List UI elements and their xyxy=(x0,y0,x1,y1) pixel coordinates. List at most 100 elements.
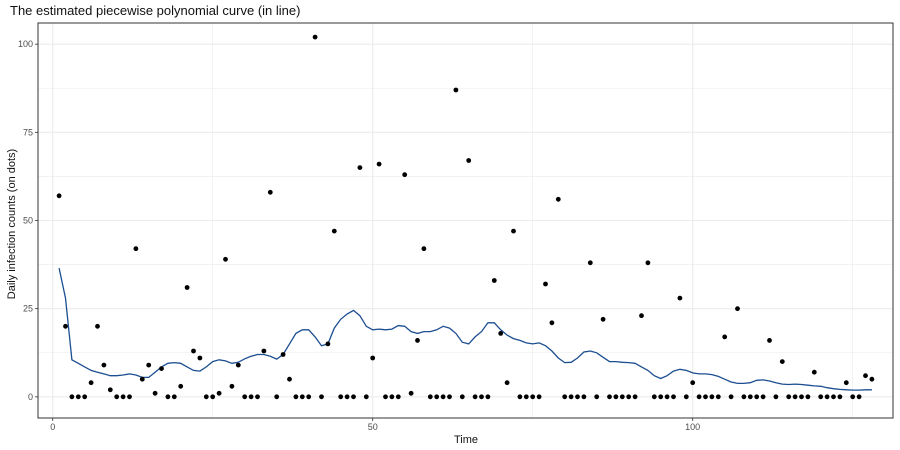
data-point xyxy=(824,394,830,400)
data-point xyxy=(319,394,324,400)
data-point xyxy=(402,172,408,178)
data-point xyxy=(261,348,267,354)
data-point xyxy=(357,165,363,171)
data-point xyxy=(491,278,497,283)
data-point xyxy=(671,394,676,400)
data-point xyxy=(325,341,331,347)
data-point xyxy=(818,394,824,400)
y-tick-label: 75 xyxy=(23,127,33,137)
data-point xyxy=(114,394,120,400)
data-point xyxy=(370,355,376,361)
data-point xyxy=(389,394,395,400)
data-point xyxy=(415,338,420,343)
data-point xyxy=(843,380,849,386)
data-point xyxy=(664,394,670,400)
data-point xyxy=(421,246,427,252)
data-point xyxy=(159,366,164,371)
data-point xyxy=(287,376,292,382)
data-point xyxy=(56,193,62,199)
data-point xyxy=(223,256,228,262)
data-point xyxy=(191,348,196,354)
data-point xyxy=(408,390,414,396)
data-point xyxy=(274,394,280,400)
data-point xyxy=(568,394,574,400)
data-point xyxy=(805,394,811,400)
data-point xyxy=(427,394,433,400)
data-point xyxy=(581,394,587,400)
data-point xyxy=(312,34,318,40)
data-point xyxy=(395,394,401,400)
data-point xyxy=(747,394,753,400)
data-point xyxy=(267,189,273,195)
data-point xyxy=(63,323,68,329)
data-point xyxy=(760,394,766,400)
data-point xyxy=(242,394,248,400)
data-point xyxy=(447,394,452,400)
data-point xyxy=(722,334,728,340)
data-point xyxy=(619,394,625,400)
data-point xyxy=(466,158,472,163)
data-point xyxy=(139,376,145,382)
data-point xyxy=(306,394,312,400)
data-point xyxy=(331,228,337,234)
data-point xyxy=(69,394,75,400)
data-point xyxy=(696,394,702,400)
data-point xyxy=(600,316,606,322)
fitted-curve-line xyxy=(58,267,872,391)
data-point xyxy=(786,394,792,400)
data-point xyxy=(229,383,235,389)
data-point xyxy=(735,306,740,312)
data-point xyxy=(607,394,612,400)
data-point xyxy=(517,394,523,400)
data-point xyxy=(850,394,856,400)
data-point xyxy=(171,394,177,400)
data-point xyxy=(555,196,561,202)
data-point xyxy=(479,394,484,400)
data-point xyxy=(248,394,254,400)
data-point xyxy=(530,394,536,400)
data-point xyxy=(383,394,388,400)
data-point xyxy=(351,394,356,400)
data-point xyxy=(280,352,286,357)
data-point xyxy=(523,394,529,400)
data-point xyxy=(626,394,632,400)
data-point xyxy=(127,394,132,400)
data-point xyxy=(485,394,491,400)
data-point xyxy=(459,394,465,400)
data-point xyxy=(773,394,779,400)
data-point xyxy=(658,394,664,400)
data-point xyxy=(543,281,548,287)
y-tick-label: 50 xyxy=(23,216,33,226)
data-point xyxy=(683,394,689,400)
data-point xyxy=(101,362,107,368)
y-tick-label: 0 xyxy=(28,392,33,402)
data-point xyxy=(511,228,516,234)
data-point xyxy=(235,362,241,368)
data-point xyxy=(95,323,100,329)
data-point xyxy=(792,394,798,400)
y-axis-title: Daily infection counts (on dots) xyxy=(6,149,18,299)
data-point xyxy=(299,394,305,400)
data-point xyxy=(767,338,772,343)
data-point xyxy=(754,394,760,400)
data-point xyxy=(613,394,619,400)
data-point xyxy=(82,394,88,400)
tick-layer: 0 25 50 75 100 0 50 100 xyxy=(18,39,700,432)
data-point xyxy=(152,390,158,396)
data-point xyxy=(869,376,875,382)
grid-layer xyxy=(38,23,893,418)
x-tick-label: 0 xyxy=(50,422,55,432)
data-point xyxy=(651,394,657,400)
data-point xyxy=(75,394,81,400)
data-point xyxy=(184,285,190,290)
y-tick-label: 100 xyxy=(18,39,33,49)
data-point xyxy=(120,394,126,400)
data-point xyxy=(178,383,184,389)
data-point xyxy=(690,380,696,386)
data-point xyxy=(811,369,817,375)
data-point xyxy=(344,394,350,400)
data-point xyxy=(472,394,478,400)
data-point xyxy=(498,331,504,336)
y-tick-label: 25 xyxy=(23,304,33,314)
